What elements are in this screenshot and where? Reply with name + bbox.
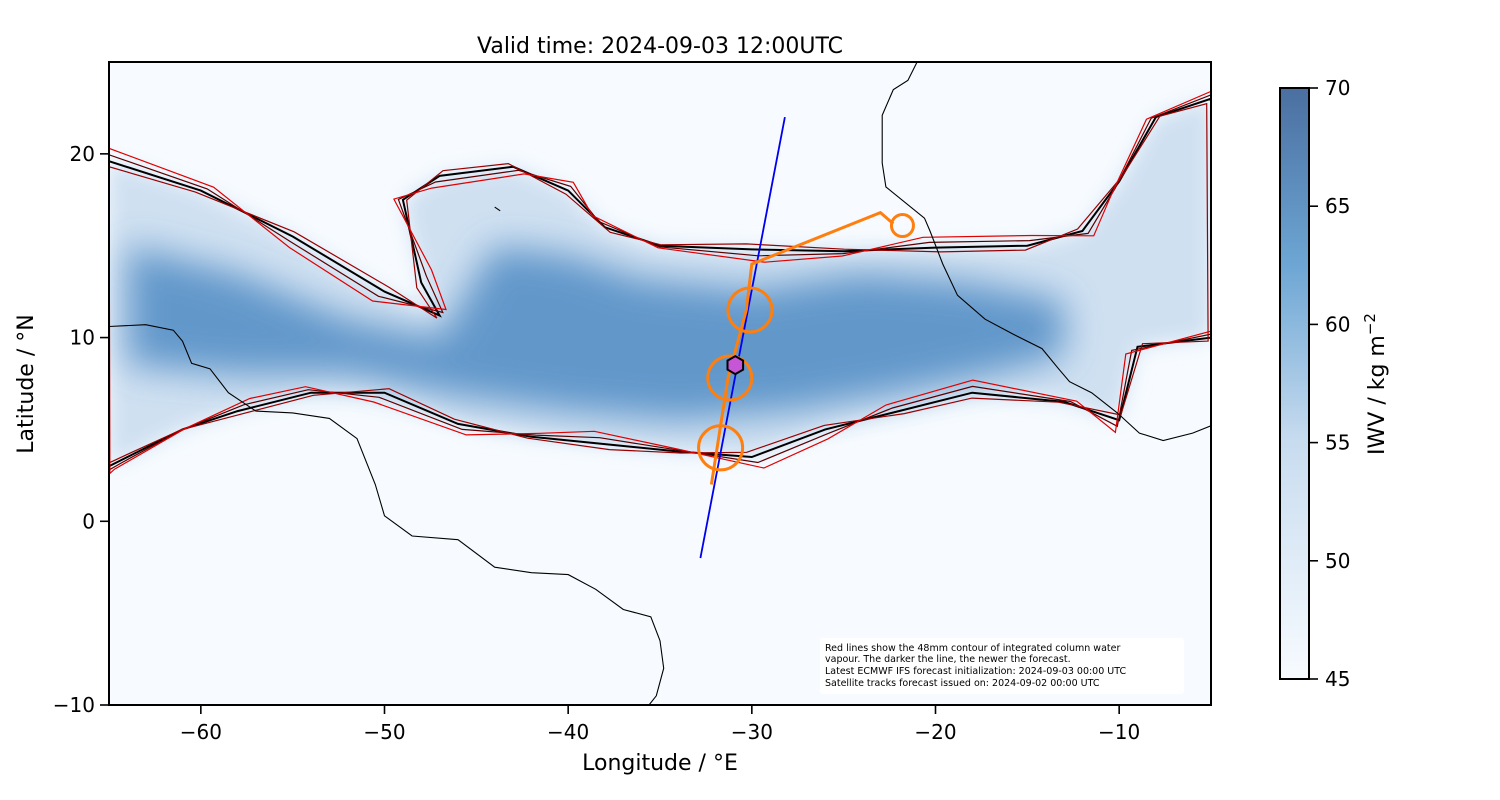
circle-marker <box>697 424 745 472</box>
annotation-line-4: Satellite tracks forecast issued on: 202… <box>825 678 1100 689</box>
moisture-core <box>127 245 1065 421</box>
y-axis-label: Latitude / °N <box>14 314 39 453</box>
y-tick-label: 0 <box>82 509 95 533</box>
coastline <box>494 206 501 212</box>
iwv-contours <box>109 90 1211 475</box>
y-tick-label: 10 <box>70 326 95 350</box>
colorbar-tick-label: 55 <box>1325 431 1350 455</box>
x-tick-label: −60 <box>180 720 222 744</box>
x-tick-label: −10 <box>1098 720 1140 744</box>
annotation-box: Red lines show the 48mm contour of integ… <box>820 638 1184 694</box>
colorbar-tick-label: 45 <box>1325 667 1350 691</box>
y-tick-label: 20 <box>70 142 95 166</box>
circle-markers <box>697 212 915 472</box>
colorbar: 45 50 55 60 65 70 IWV / kg m−2 <box>1279 76 1390 691</box>
coastline <box>109 324 665 705</box>
satellite-track <box>699 116 786 559</box>
annotation-line-3: Latest ECMWF IFS forecast initialization… <box>825 666 1126 677</box>
map-area <box>109 62 1211 705</box>
x-axis-ticks: −60 −50 −40 −30 −20 −10 <box>180 705 1140 744</box>
x-tick-label: −50 <box>363 720 405 744</box>
annotation-line-2: vapour. The darker the line, the newer t… <box>825 654 1071 665</box>
coastline <box>881 62 1211 442</box>
contour-line <box>109 90 1211 475</box>
circle-marker <box>706 354 754 402</box>
x-tick-label: −30 <box>731 720 773 744</box>
colorbar-label-main: IWV / kg m <box>1365 335 1390 455</box>
x-axis-label: Longitude / °E <box>582 751 738 776</box>
colorbar-tick-label: 60 <box>1325 312 1350 336</box>
colorbar-label-sup: −2 <box>1361 313 1379 335</box>
colorbar-ticks: 45 50 55 60 65 70 <box>1309 76 1350 691</box>
coastlines <box>109 62 1211 705</box>
colorbar-tick-label: 50 <box>1325 549 1350 573</box>
colorbar-label: IWV / kg m−2 <box>1361 313 1390 455</box>
colorbar-tick-label: 70 <box>1325 76 1350 100</box>
colorbar-gradient <box>1279 87 1310 680</box>
circle-marker <box>889 212 915 239</box>
x-tick-label: −40 <box>547 720 589 744</box>
plot-title: Valid time: 2024-09-03 12:00UTC <box>477 34 843 59</box>
colorbar-tick-label: 65 <box>1325 194 1350 218</box>
y-axis-ticks: −10 0 10 20 <box>53 142 109 717</box>
hexagon-marker <box>726 354 745 376</box>
y-tick-label: −10 <box>53 693 95 717</box>
contour-line <box>109 102 1209 464</box>
circle-marker <box>726 286 774 334</box>
x-tick-label: −20 <box>914 720 956 744</box>
annotation-line-1: Red lines show the 48mm contour of integ… <box>825 643 1120 654</box>
map-frame <box>108 61 1212 706</box>
